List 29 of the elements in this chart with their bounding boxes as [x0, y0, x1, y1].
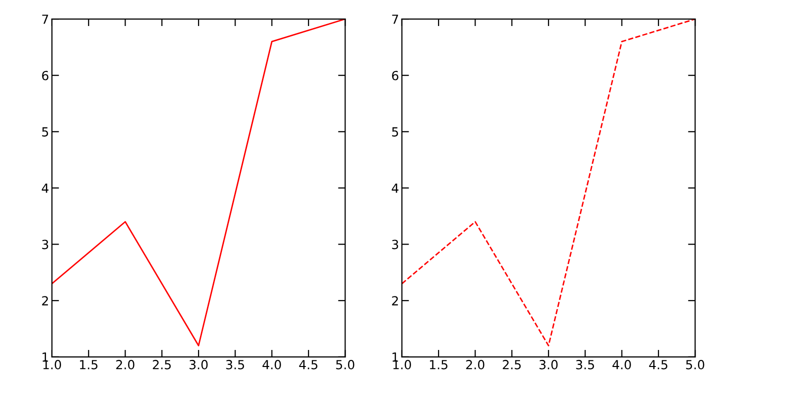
y-tick-label: 7 — [392, 14, 398, 24]
x-tick-label: 2.0 — [116, 360, 134, 370]
y-tick-label: 6 — [392, 70, 398, 80]
x-tick-label: 3.5 — [576, 360, 594, 370]
y-tick-label: 4 — [392, 184, 398, 193]
x-tick-label: 4.0 — [262, 360, 281, 370]
x-tick-label: 1.0 — [393, 360, 412, 370]
x-tick-label: 2.5 — [152, 360, 171, 370]
x-tick-label: 4.5 — [649, 360, 668, 370]
y-tick-label: 2 — [392, 296, 398, 306]
x-tick-label: 3.0 — [540, 360, 558, 370]
x-tick-label: 3.5 — [226, 360, 244, 370]
y-tick-label: 3 — [42, 240, 48, 250]
y-tick-label: 5 — [392, 127, 398, 137]
x-tick-label: 2.0 — [466, 360, 484, 370]
y-tick-label: 7 — [42, 14, 48, 24]
x-tick-label: 4.5 — [299, 360, 318, 370]
x-tick-label: 5.0 — [336, 360, 354, 370]
x-tick-label: 4.0 — [612, 360, 631, 370]
y-tick-label: 2 — [42, 296, 48, 306]
y-tick-label: 5 — [42, 127, 48, 137]
y-tick-label: 4 — [42, 184, 48, 193]
x-tick-label: 3.0 — [190, 360, 208, 370]
x-tick-label: 1.5 — [430, 360, 448, 370]
x-tick-label: 2.5 — [502, 360, 521, 370]
x-tick-label: 1.5 — [80, 360, 98, 370]
x-tick-label: 5.0 — [686, 360, 704, 370]
y-tick-label: 6 — [42, 70, 48, 80]
y-tick-label: 3 — [392, 240, 398, 250]
